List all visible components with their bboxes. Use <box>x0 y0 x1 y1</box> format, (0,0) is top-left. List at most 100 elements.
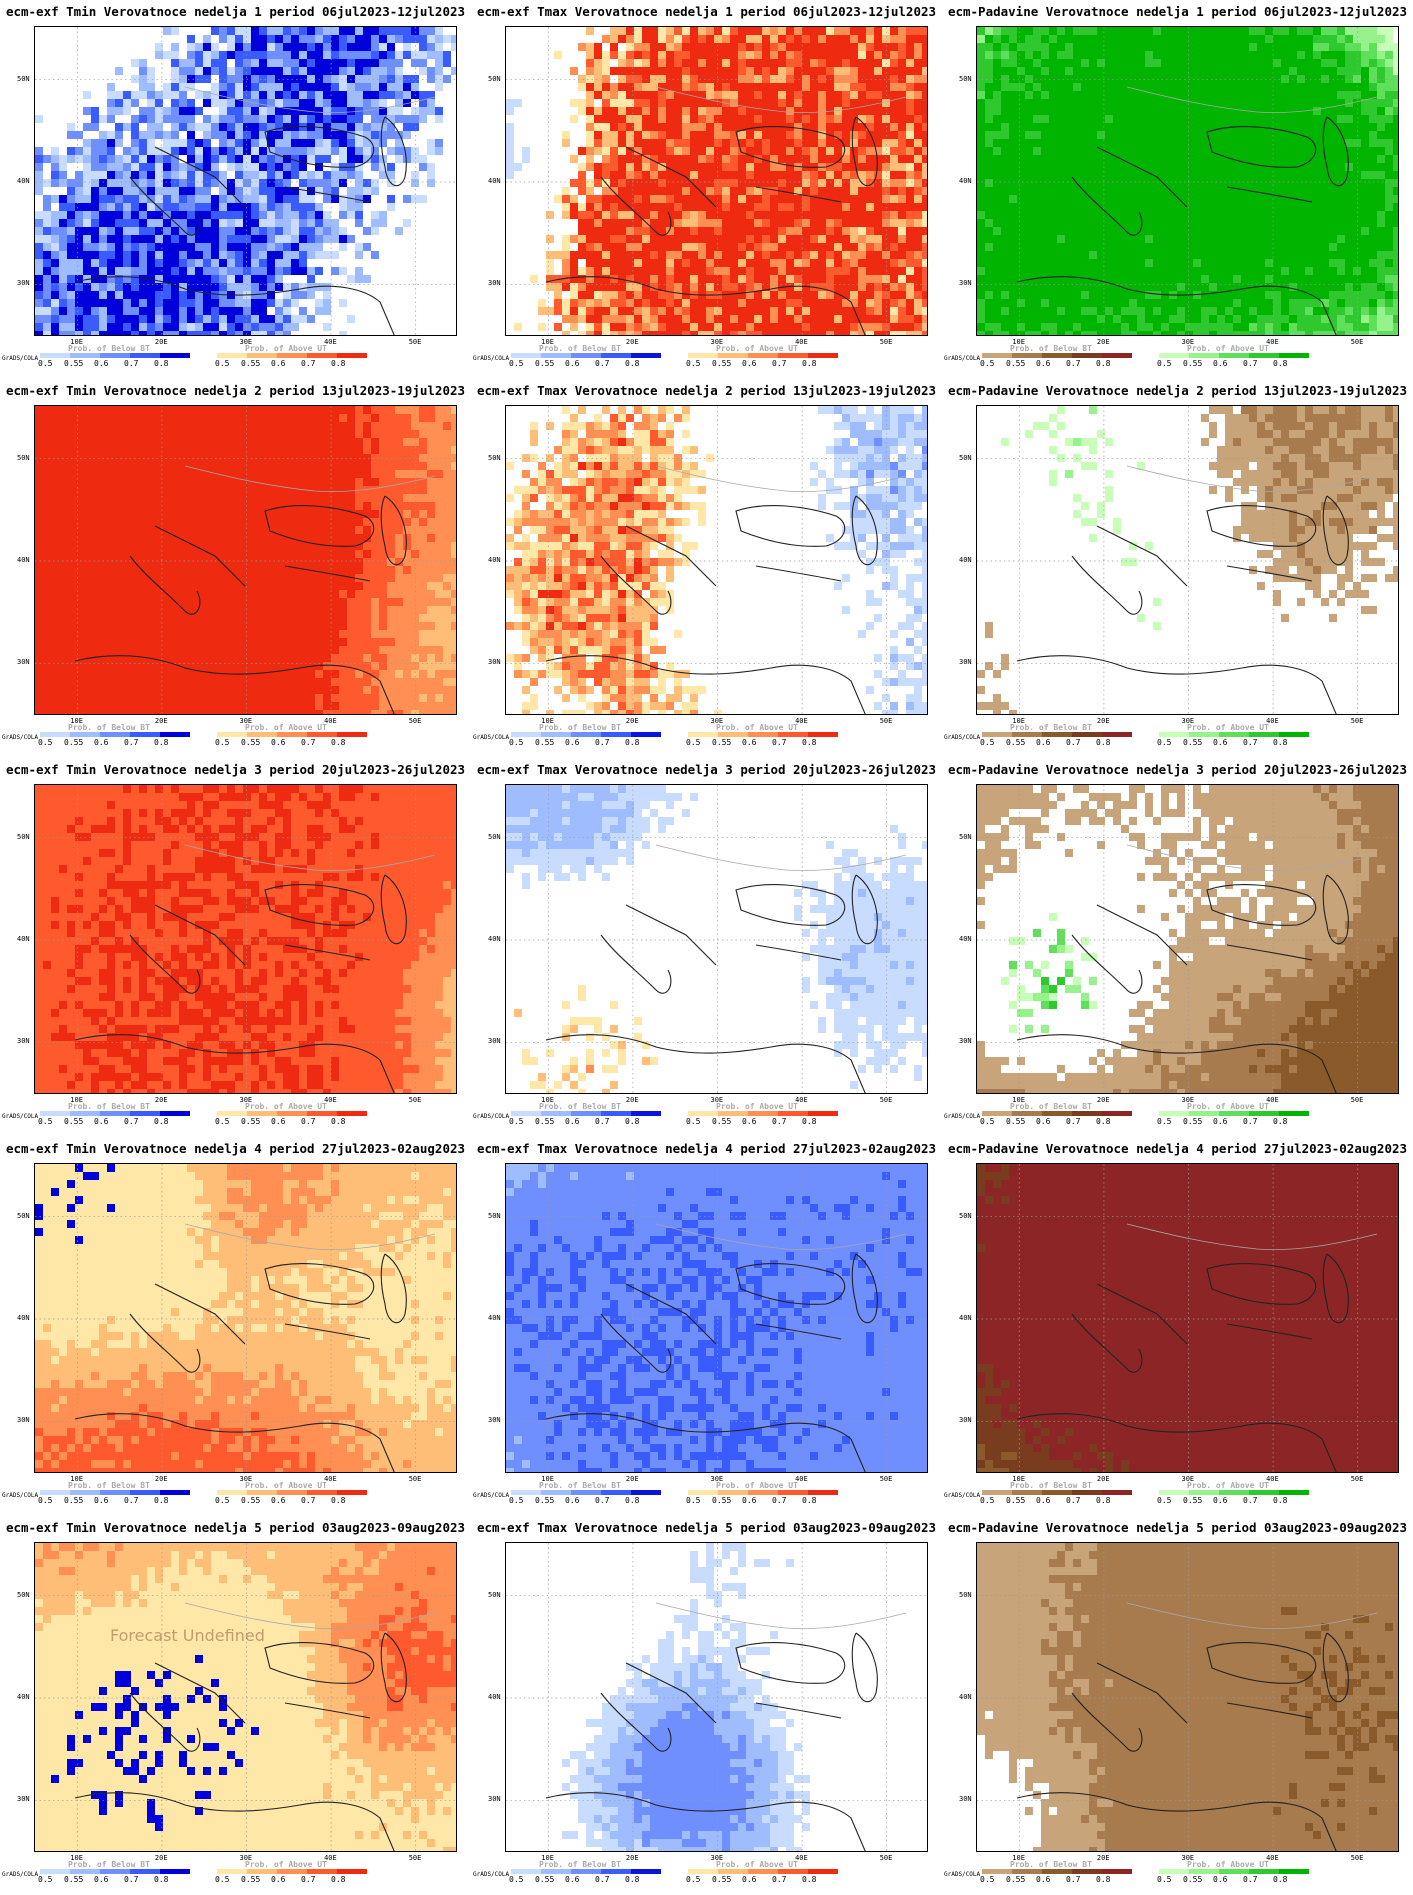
probability-cell <box>355 275 363 283</box>
probability-cell <box>1313 163 1321 171</box>
probability-cell <box>690 203 698 211</box>
probability-cell <box>211 219 219 227</box>
probability-cell <box>1225 251 1233 259</box>
probability-cell <box>435 51 443 59</box>
probability-cell <box>562 203 570 211</box>
probability-cell <box>993 83 1001 91</box>
probability-cell <box>977 171 985 179</box>
probability-cell <box>243 139 251 147</box>
probability-cell <box>411 91 419 99</box>
probability-cell <box>1041 203 1049 211</box>
probability-cell <box>1185 27 1193 35</box>
probability-cell <box>770 91 778 99</box>
probability-cell <box>642 187 650 195</box>
colorbar-swatch <box>307 353 337 358</box>
probability-cell <box>315 75 323 83</box>
probability-cell <box>1305 251 1313 259</box>
probability-cell <box>818 275 826 283</box>
probability-cell <box>610 67 618 75</box>
probability-cell <box>1377 59 1385 67</box>
probability-cell <box>794 171 802 179</box>
probability-cell <box>1345 227 1353 235</box>
probability-cell <box>187 267 195 275</box>
probability-cell <box>977 27 985 35</box>
probability-cell <box>1121 179 1129 187</box>
probability-cell <box>993 211 1001 219</box>
probability-cell <box>1249 147 1257 155</box>
probability-cell <box>1129 259 1137 267</box>
probability-cell <box>435 67 443 75</box>
probability-cell <box>1209 163 1217 171</box>
probability-cell <box>203 51 211 59</box>
probability-cell <box>890 251 898 259</box>
probability-cell <box>115 315 123 323</box>
probability-cell <box>155 331 163 335</box>
probability-cell <box>1377 211 1385 219</box>
probability-cell <box>794 259 802 267</box>
probability-cell <box>882 59 890 67</box>
probability-cell <box>602 115 610 123</box>
probability-cell <box>594 107 602 115</box>
probability-cell <box>1177 203 1185 211</box>
colorbar-tick-label: 0.6 <box>742 359 756 368</box>
probability-cell <box>227 251 235 259</box>
probability-cell <box>1153 27 1161 35</box>
probability-cell <box>642 163 650 171</box>
probability-cell <box>993 59 1001 67</box>
probability-cell <box>818 195 826 203</box>
probability-cell <box>1377 259 1385 267</box>
probability-cell <box>1001 267 1009 275</box>
probability-cell <box>898 179 906 187</box>
probability-cell <box>1025 179 1033 187</box>
probability-cell <box>690 35 698 43</box>
probability-cell <box>1113 235 1121 243</box>
probability-cell <box>722 75 730 83</box>
probability-cell <box>810 291 818 299</box>
probability-cell <box>1369 91 1377 99</box>
probability-cell <box>634 251 642 259</box>
probability-cell <box>371 115 379 123</box>
probability-cell <box>1009 187 1017 195</box>
probability-cell <box>1097 43 1105 51</box>
probability-cell <box>642 179 650 187</box>
probability-cell <box>842 243 850 251</box>
probability-cell <box>610 171 618 179</box>
probability-cell <box>1169 131 1177 139</box>
probability-cell <box>722 107 730 115</box>
probability-cell <box>219 59 227 67</box>
probability-cell <box>147 155 155 163</box>
probability-cell <box>235 99 243 107</box>
probability-cell <box>674 51 682 59</box>
probability-cell <box>842 227 850 235</box>
probability-cell <box>1001 139 1009 147</box>
probability-cell <box>890 195 898 203</box>
probability-cell <box>1025 227 1033 235</box>
probability-cell <box>299 91 307 99</box>
probability-cell <box>123 283 131 291</box>
probability-cell <box>634 275 642 283</box>
probability-cell <box>586 131 594 139</box>
probability-cell <box>1009 123 1017 131</box>
probability-cell <box>866 219 874 227</box>
probability-cell <box>1145 267 1153 275</box>
probability-cell <box>1329 131 1337 139</box>
probability-cell <box>674 67 682 75</box>
probability-cell <box>1073 123 1081 131</box>
probability-cell <box>291 227 299 235</box>
probability-cell <box>283 91 291 99</box>
probability-cell <box>786 203 794 211</box>
probability-cell <box>666 75 674 83</box>
probability-cell <box>818 307 826 315</box>
probability-cell <box>1377 147 1385 155</box>
probability-cell <box>1049 75 1057 83</box>
probability-cell <box>1153 187 1161 195</box>
probability-cell <box>1337 43 1345 51</box>
probability-cell <box>1129 91 1137 99</box>
probability-cell <box>1345 179 1353 187</box>
probability-cell <box>1185 219 1193 227</box>
probability-cell <box>1049 187 1057 195</box>
probability-cell <box>1129 75 1137 83</box>
probability-cell <box>267 187 275 195</box>
probability-cell <box>698 219 706 227</box>
probability-cell <box>1153 259 1161 267</box>
